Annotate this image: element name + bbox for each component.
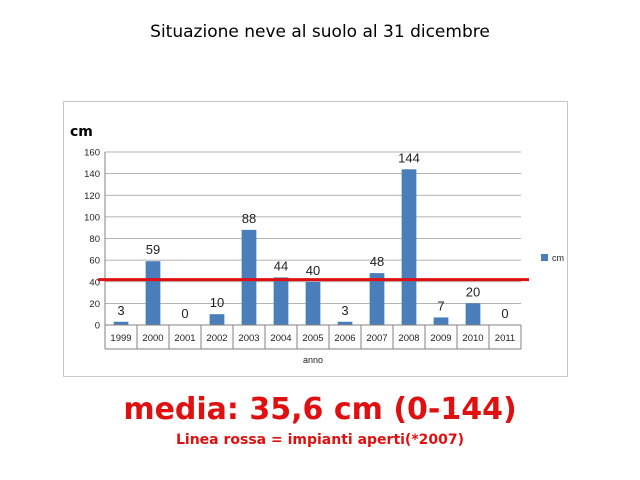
- data-label: 20: [466, 284, 480, 299]
- bar-2006: [337, 321, 353, 325]
- data-label: 59: [146, 242, 160, 257]
- x-tick-label: 2006: [334, 333, 355, 344]
- y-tick-label: 0: [95, 321, 100, 332]
- x-tick-label: 2004: [270, 333, 291, 344]
- bar-2002: [209, 314, 225, 325]
- data-label: 7: [437, 298, 444, 313]
- x-tick-label: 2007: [366, 333, 387, 344]
- data-label: 0: [181, 306, 188, 321]
- y-tick-label: 20: [89, 299, 100, 310]
- data-label: 10: [210, 295, 224, 310]
- legend-label: cm: [552, 253, 564, 263]
- bar-1999: [113, 321, 129, 325]
- x-tick-label: 2003: [238, 333, 259, 344]
- bar-2003: [241, 229, 257, 325]
- legend-swatch: [541, 254, 548, 261]
- snow-depth-chart: cm02040608010012014016031999592000020011…: [70, 124, 564, 365]
- bar-2009: [433, 317, 449, 325]
- data-label: 88: [242, 211, 256, 226]
- data-label: 48: [370, 254, 384, 269]
- x-tick-label: 2005: [302, 333, 323, 344]
- x-tick-label: 2002: [206, 333, 227, 344]
- bar-2004: [273, 277, 289, 325]
- y-tick-label: 160: [84, 148, 100, 159]
- bar-2010: [465, 303, 481, 325]
- y-axis-title: cm: [70, 124, 93, 140]
- y-tick-label: 140: [84, 169, 100, 180]
- data-label: 0: [501, 306, 508, 321]
- chart-frame: cm 0 20 40 60 80 100 120 140 160 3 1999 59 2000 0 2001 1…: [63, 101, 568, 377]
- x-tick-label: 1999: [110, 333, 131, 344]
- y-tick-label: 80: [89, 234, 100, 245]
- data-label: 44: [274, 258, 288, 273]
- data-label: 40: [306, 263, 320, 278]
- data-label: 144: [398, 150, 420, 165]
- x-tick-label: 2001: [174, 333, 195, 344]
- bar-2008: [401, 169, 417, 325]
- data-label: 3: [341, 303, 348, 318]
- y-tick-label: 100: [84, 212, 100, 223]
- bar-2007: [369, 273, 385, 325]
- mean-value-text: media: 35,6 cm (0-144): [123, 392, 517, 427]
- y-tick-label: 60: [89, 256, 100, 267]
- x-tick-label: 2010: [462, 333, 483, 344]
- y-tick-label: 40: [89, 277, 100, 288]
- data-label: 3: [117, 303, 124, 318]
- x-tick-label: 2008: [398, 333, 419, 344]
- x-axis-title: anno: [303, 355, 323, 365]
- x-tick-label: 2000: [142, 333, 163, 344]
- y-tick-label: 120: [84, 191, 100, 202]
- x-tick-label: 2009: [430, 333, 451, 344]
- bar-2005: [305, 281, 321, 325]
- x-tick-label: 2011: [495, 333, 515, 344]
- bar-2000: [145, 261, 161, 325]
- slide-title: Situazione neve al suolo al 31 dicembre: [150, 22, 490, 42]
- red-line-note: Linea rossa = impianti aperti(*2007): [175, 432, 465, 448]
